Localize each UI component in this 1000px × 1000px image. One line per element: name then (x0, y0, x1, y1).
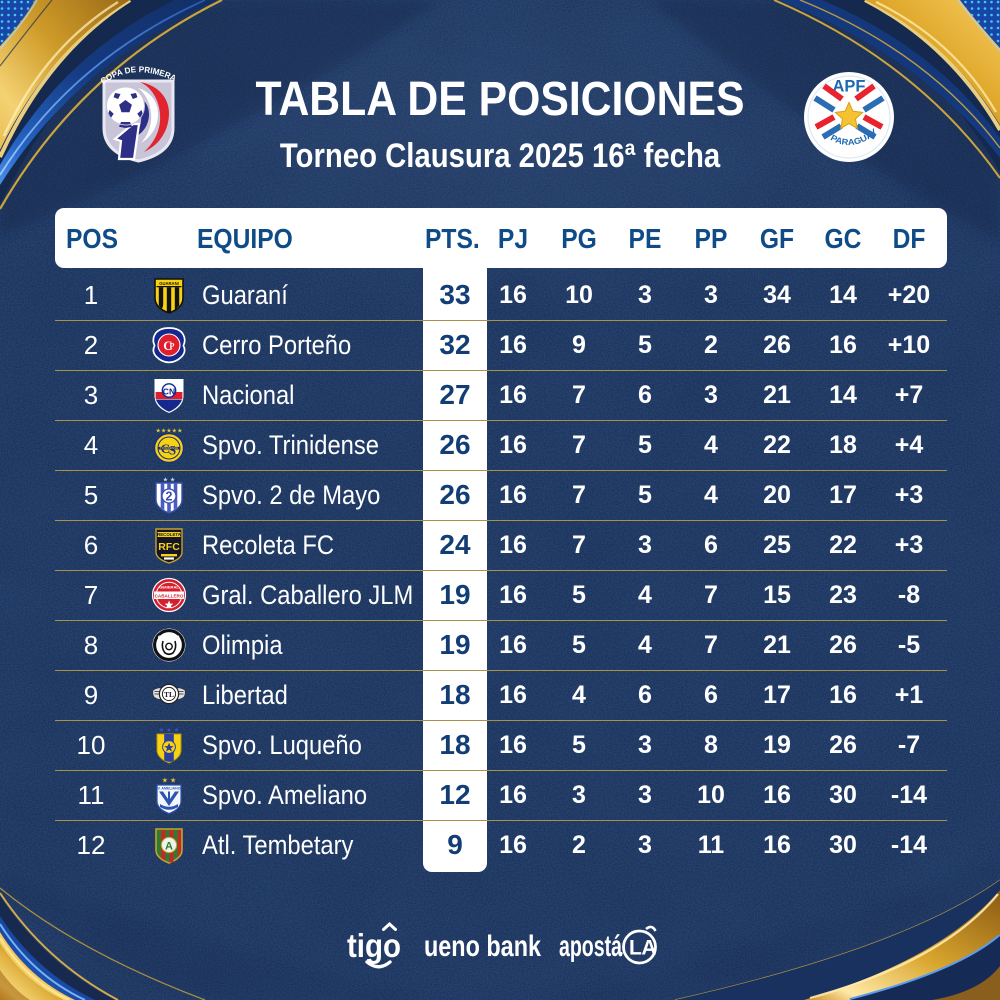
svg-text:P: P (170, 342, 175, 351)
svg-text:CABALLERO: CABALLERO (155, 593, 184, 598)
svg-text:ueno bank: ueno bank (424, 930, 541, 963)
svg-text:OLIMPIA: OLIMPIA (158, 635, 181, 641)
svg-text:CN: CN (163, 386, 175, 396)
svg-text:LA: LA (629, 937, 656, 960)
svg-text:GUARANI: GUARANI (159, 281, 179, 286)
svg-text:RFC: RFC (158, 541, 180, 553)
svg-text:2: 2 (166, 490, 173, 504)
svg-text:C: C (163, 338, 172, 353)
svg-text:TRINIDENSE: TRINIDENSE (160, 446, 178, 450)
svg-text:A: A (165, 841, 173, 853)
svg-text:GENERAL: GENERAL (159, 584, 179, 589)
svg-text:★ ★: ★ ★ (162, 777, 177, 785)
svg-text:RECOLETA: RECOLETA (157, 532, 182, 537)
svg-text:apostá: apostá (559, 930, 622, 963)
svg-text:tigo: tigo (347, 927, 401, 964)
svg-text:V. AMELIANO: V. AMELIANO (157, 787, 180, 791)
svg-text:★ ★: ★ ★ (163, 477, 175, 484)
svg-text:APF: APF (833, 78, 866, 96)
svg-text:S: S (169, 443, 176, 458)
svg-text:★★★★★: ★★★★★ (156, 428, 183, 435)
svg-text:★ ★ ★: ★ ★ ★ (159, 727, 180, 734)
svg-text:TL: TL (164, 690, 174, 699)
